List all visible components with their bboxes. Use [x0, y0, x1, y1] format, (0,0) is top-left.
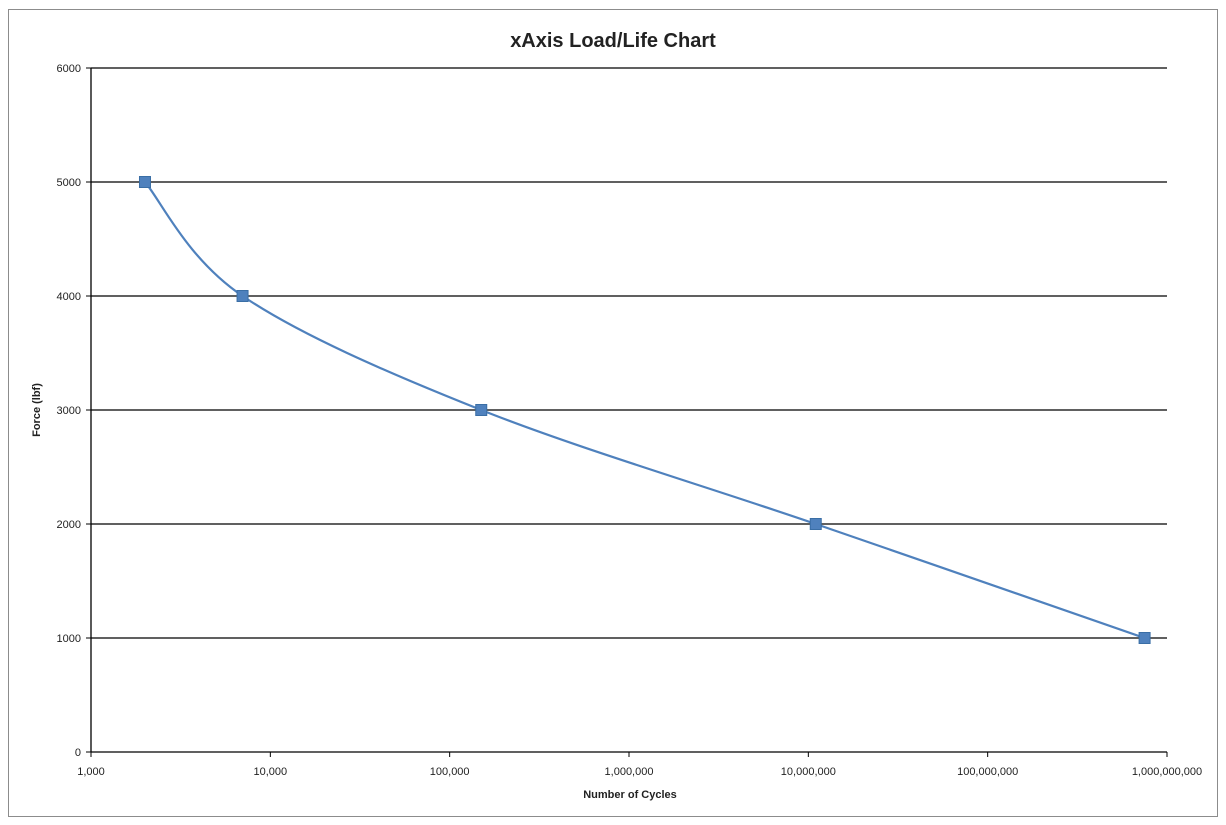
x-tick-label: 1,000,000: [605, 766, 654, 778]
data-point-marker: [138, 176, 151, 188]
x-tick-label: 1,000,000,000: [1132, 766, 1202, 778]
x-tick-label: 100,000,000: [957, 766, 1018, 778]
y-tick-label: 0: [75, 747, 81, 759]
x-tick-label: 10,000: [254, 766, 288, 778]
y-tick-label: 1000: [57, 633, 81, 645]
chart-title: xAxis Load/Life Chart: [510, 30, 716, 52]
y-tick-label: 6000: [57, 63, 81, 75]
x-tick-label: 1,000: [77, 766, 105, 778]
data-point-marker: [475, 404, 488, 416]
x-axis-title: Number of Cycles: [583, 789, 677, 801]
data-point-marker: [1138, 632, 1151, 644]
series-line: [144, 181, 1145, 640]
data-point-marker: [236, 290, 249, 302]
y-tick-label: 2000: [57, 519, 81, 531]
x-tick-label: 100,000: [430, 766, 470, 778]
y-tick-label: 5000: [57, 177, 81, 189]
y-axis-title: Force (lbf): [31, 383, 43, 437]
data-point-marker: [809, 518, 822, 530]
y-tick-label: 4000: [57, 291, 81, 303]
x-tick-label: 10,000,000: [781, 766, 836, 778]
y-tick-label: 3000: [57, 405, 81, 417]
chart-frame: xAxis Load/Life Chart: [8, 9, 1218, 817]
